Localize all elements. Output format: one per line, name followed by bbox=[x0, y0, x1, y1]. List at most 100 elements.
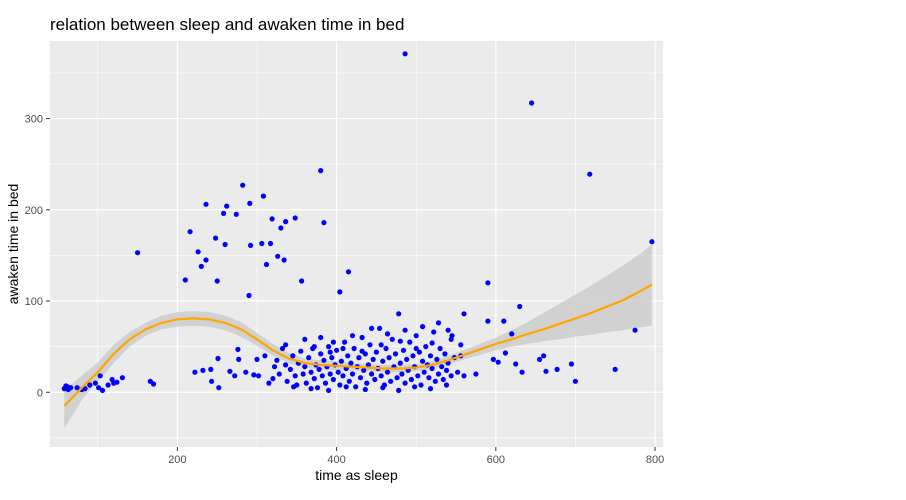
data-point bbox=[431, 329, 437, 335]
x-axis-title: time as sleep bbox=[315, 467, 398, 483]
data-point bbox=[221, 210, 227, 216]
data-point bbox=[114, 379, 120, 385]
data-point bbox=[435, 320, 442, 326]
data-point bbox=[415, 373, 421, 379]
data-point bbox=[235, 346, 241, 352]
data-point bbox=[434, 356, 440, 362]
data-point bbox=[92, 380, 98, 386]
data-point bbox=[356, 355, 362, 361]
data-point bbox=[287, 366, 293, 372]
data-point bbox=[442, 351, 448, 357]
data-point bbox=[359, 334, 365, 341]
data-point bbox=[300, 371, 306, 377]
smooth-fit-line bbox=[63, 283, 653, 407]
data-point bbox=[248, 242, 254, 248]
data-point bbox=[256, 373, 262, 379]
data-point bbox=[263, 261, 270, 268]
data-point bbox=[509, 331, 515, 337]
data-point bbox=[322, 380, 329, 386]
data-point bbox=[334, 347, 340, 353]
data-point bbox=[400, 347, 407, 353]
data-point bbox=[587, 171, 593, 177]
data-point bbox=[284, 378, 290, 384]
data-point bbox=[435, 371, 442, 377]
data-point bbox=[135, 250, 141, 256]
data-point bbox=[340, 373, 346, 379]
data-point bbox=[423, 344, 429, 350]
data-point bbox=[262, 353, 268, 359]
data-point bbox=[439, 364, 445, 370]
data-point bbox=[302, 364, 308, 370]
data-point bbox=[316, 366, 322, 372]
data-point bbox=[440, 376, 446, 383]
data-point bbox=[612, 366, 618, 372]
data-point bbox=[335, 369, 341, 375]
data-point bbox=[203, 201, 209, 207]
data-point bbox=[461, 311, 467, 317]
data-point bbox=[96, 385, 102, 391]
data-point bbox=[208, 366, 214, 372]
data-point bbox=[213, 235, 219, 241]
x-tick-label: 200 bbox=[168, 454, 186, 466]
data-point bbox=[416, 349, 422, 355]
data-point bbox=[222, 241, 228, 248]
data-point bbox=[214, 278, 220, 284]
data-point bbox=[198, 263, 204, 269]
data-point bbox=[420, 324, 426, 330]
data-point bbox=[342, 339, 348, 345]
data-point bbox=[326, 344, 332, 350]
x-tick-label: 800 bbox=[646, 454, 664, 466]
data-point bbox=[421, 369, 427, 375]
data-point bbox=[298, 348, 304, 354]
data-point bbox=[543, 368, 549, 374]
data-point bbox=[427, 386, 434, 392]
data-point bbox=[429, 340, 435, 346]
data-point bbox=[389, 336, 395, 342]
data-point bbox=[420, 358, 426, 364]
confidence-band bbox=[64, 244, 652, 429]
data-point bbox=[233, 211, 239, 217]
data-point bbox=[338, 358, 344, 364]
data-point bbox=[408, 376, 414, 383]
data-point bbox=[283, 342, 289, 348]
data-point bbox=[99, 387, 106, 393]
data-point bbox=[349, 371, 356, 377]
data-point bbox=[68, 385, 74, 391]
data-point bbox=[279, 345, 286, 352]
data-point bbox=[308, 369, 314, 375]
data-point bbox=[216, 385, 222, 391]
data-point bbox=[392, 351, 399, 357]
data-point bbox=[473, 371, 479, 377]
data-point bbox=[427, 353, 434, 359]
data-point bbox=[413, 345, 419, 352]
data-point bbox=[399, 371, 405, 377]
data-point bbox=[343, 384, 349, 390]
data-point bbox=[243, 369, 249, 375]
data-point bbox=[318, 334, 324, 341]
data-point bbox=[302, 336, 308, 342]
data-point bbox=[105, 382, 111, 388]
y-tick-label: 100 bbox=[25, 296, 43, 308]
data-point bbox=[448, 336, 454, 342]
data-point bbox=[383, 345, 389, 352]
data-point bbox=[281, 257, 287, 263]
data-point bbox=[321, 357, 327, 363]
data-point bbox=[437, 345, 443, 352]
data-point bbox=[537, 356, 543, 362]
data-point bbox=[97, 373, 103, 379]
data-point bbox=[182, 277, 188, 283]
data-point bbox=[410, 353, 416, 359]
data-point bbox=[330, 339, 336, 345]
data-point bbox=[327, 371, 333, 377]
data-point bbox=[269, 216, 275, 222]
data-point bbox=[364, 380, 370, 386]
data-point bbox=[311, 344, 317, 350]
data-point bbox=[397, 338, 403, 344]
data-point bbox=[404, 356, 410, 362]
data-point bbox=[357, 375, 364, 381]
data-point bbox=[649, 239, 655, 245]
data-point bbox=[541, 353, 547, 359]
data-point bbox=[329, 355, 335, 361]
data-point bbox=[455, 369, 461, 375]
data-point bbox=[418, 382, 424, 388]
